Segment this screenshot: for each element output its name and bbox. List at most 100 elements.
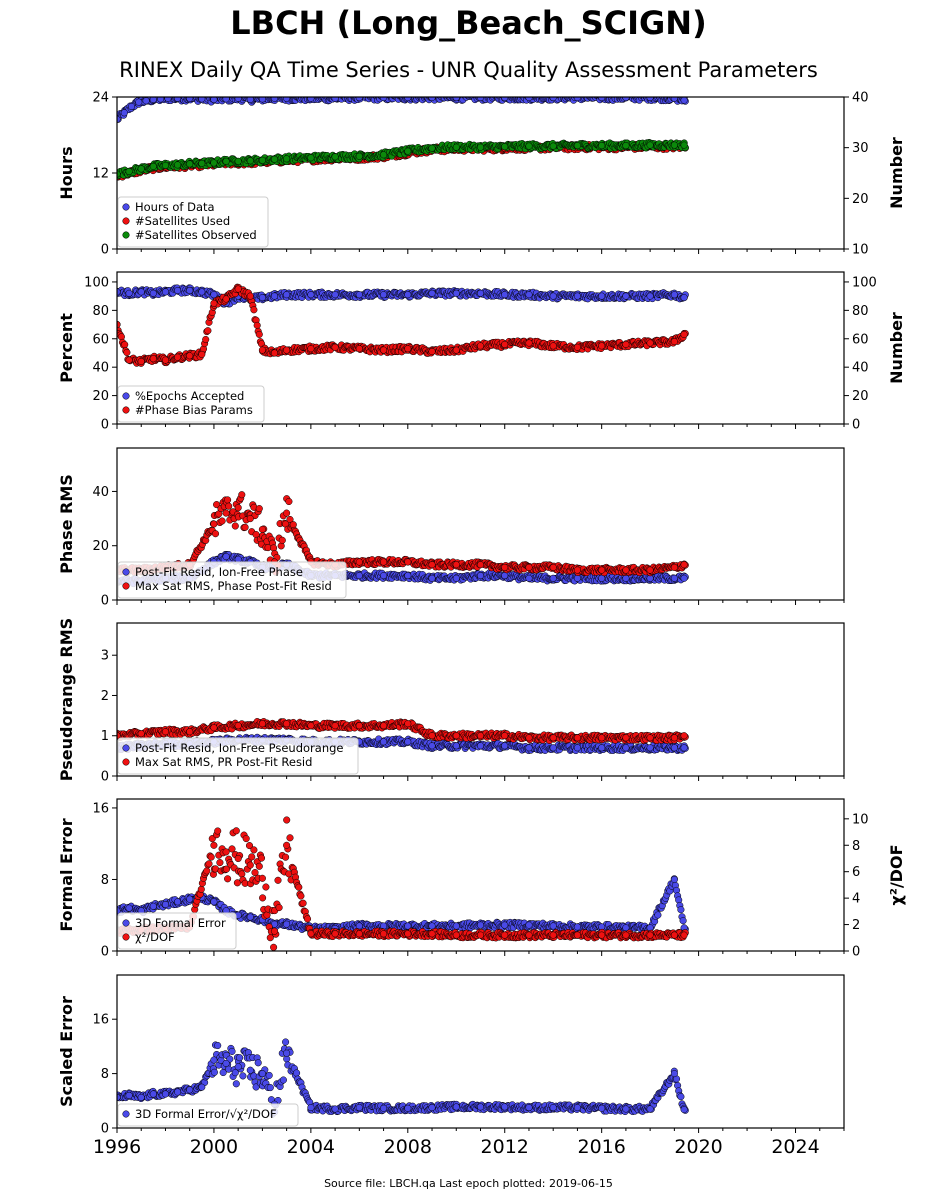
- data-point: [198, 350, 206, 358]
- data-point: [307, 291, 315, 299]
- data-point: [525, 744, 533, 752]
- data-point: [355, 558, 363, 566]
- series-2-1: [117, 284, 689, 308]
- figure-subtitle: RINEX Daily QA Time Series - UNR Quality…: [119, 58, 818, 82]
- data-point: [258, 156, 266, 164]
- y-tick-label: 40: [92, 361, 109, 376]
- data-point: [549, 744, 557, 752]
- legend-marker: [122, 231, 130, 239]
- data-point: [428, 348, 436, 356]
- data-point: [258, 97, 266, 103]
- y-right-tick-label: 80: [852, 304, 869, 319]
- data-point: [283, 346, 291, 354]
- data-point: [598, 566, 606, 574]
- y-right-tick-label: 40: [852, 91, 869, 106]
- data-point: [117, 288, 121, 296]
- point: [121, 341, 129, 349]
- data-point: [404, 291, 412, 299]
- legend-label: #Satellites Used: [135, 214, 230, 228]
- data-point: [501, 742, 509, 750]
- data-point: [428, 289, 436, 297]
- data-point: [452, 742, 460, 750]
- data-point: [246, 157, 254, 165]
- data-point: [283, 291, 291, 299]
- series-4-2: [117, 718, 689, 745]
- data-point: [127, 102, 136, 111]
- data-point: [404, 738, 412, 746]
- data-point: [120, 109, 128, 117]
- data-point: [549, 574, 557, 582]
- data-point: [476, 143, 485, 151]
- data-point: [210, 291, 218, 299]
- series-1-1: [117, 97, 689, 123]
- data-point: [161, 161, 170, 169]
- point: [204, 327, 212, 335]
- point: [213, 501, 221, 509]
- data-point: [476, 742, 485, 750]
- data-point: [355, 152, 363, 160]
- data-point: [270, 292, 279, 300]
- y-axis-label-right: Number: [887, 137, 906, 209]
- data-point: [598, 142, 606, 150]
- point: [253, 321, 261, 329]
- data-point: [198, 288, 206, 296]
- data-point: [164, 97, 172, 102]
- legend-label: Hours of Data: [135, 200, 215, 214]
- point: [289, 521, 297, 529]
- y-tick-label: 0: [101, 594, 109, 609]
- data-point: [283, 97, 291, 102]
- data-point: [149, 355, 157, 363]
- legend-marker: [122, 568, 130, 576]
- data-point: [380, 738, 388, 746]
- y-tick-label: 24: [92, 91, 109, 106]
- series-2-2: [117, 283, 689, 367]
- data-point: [680, 97, 688, 104]
- y-right-tick-label: 0: [852, 418, 860, 433]
- data-point: [680, 561, 688, 569]
- data-point: [501, 143, 509, 151]
- data-point: [549, 142, 557, 150]
- data-point: [573, 566, 581, 574]
- y-axis-label-right: Number: [887, 312, 906, 384]
- data-point: [525, 142, 533, 150]
- data-point: [198, 159, 206, 167]
- legend-marker: [122, 406, 130, 414]
- y-right-tick-label: 40: [852, 361, 869, 376]
- data-point: [549, 563, 557, 571]
- data-point: [549, 342, 557, 350]
- data-point: [174, 286, 182, 295]
- y-tick-label: 20: [92, 389, 109, 404]
- y-axis-label: Hours: [57, 146, 76, 199]
- legend-marker: [122, 582, 130, 590]
- data-point: [525, 563, 533, 571]
- data-point: [174, 97, 182, 102]
- data-point: [670, 744, 678, 752]
- data-point: [161, 288, 170, 296]
- legend-label: Max Sat RMS, Phase Post-Fit Resid: [135, 579, 332, 593]
- data-point: [222, 97, 230, 103]
- point: [255, 505, 263, 513]
- data-point: [222, 157, 230, 165]
- data-point: [117, 321, 121, 329]
- data-point: [186, 160, 194, 168]
- legend-label: #Phase Bias Params: [135, 403, 253, 417]
- data-point: [355, 572, 363, 580]
- y-right-tick-label: 20: [852, 389, 869, 404]
- data-point: [355, 291, 363, 299]
- data-point: [210, 299, 218, 307]
- data-point: [307, 154, 315, 162]
- data-point: [680, 141, 688, 149]
- data-point: [428, 561, 436, 569]
- data-point: [670, 563, 678, 571]
- data-point: [428, 574, 436, 582]
- data-point: [283, 155, 291, 163]
- data-point: [670, 141, 678, 149]
- data-point: [670, 97, 678, 102]
- data-point: [270, 349, 279, 357]
- point: [231, 522, 239, 530]
- data-point: [501, 340, 509, 348]
- data-point: [125, 167, 133, 176]
- data-point: [117, 170, 121, 178]
